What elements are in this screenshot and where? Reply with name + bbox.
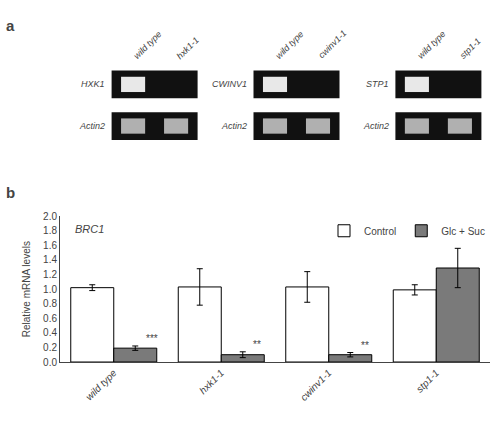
svg-text:1.6: 1.6	[43, 240, 57, 251]
svg-text:Actin2: Actin2	[79, 121, 105, 131]
svg-text:a: a	[6, 17, 15, 34]
svg-text:wild type: wild type	[416, 29, 448, 61]
svg-text:0.0: 0.0	[43, 357, 57, 368]
svg-text:1.4: 1.4	[43, 254, 57, 265]
svg-text:Actin2: Actin2	[221, 121, 247, 131]
svg-text:1.0: 1.0	[43, 284, 57, 295]
svg-text:CWINV1: CWINV1	[212, 79, 247, 89]
svg-text:Glc + Suc: Glc + Suc	[441, 226, 485, 237]
svg-text:1.8: 1.8	[43, 225, 57, 236]
svg-text:BRC1: BRC1	[75, 223, 104, 235]
svg-text:hxk1-1: hxk1-1	[197, 367, 226, 396]
svg-text:STP1: STP1	[366, 79, 389, 89]
svg-text:Control: Control	[364, 226, 396, 237]
svg-text:1.2: 1.2	[43, 269, 57, 280]
svg-text:**: **	[361, 340, 369, 351]
svg-text:wild type: wild type	[83, 367, 119, 403]
svg-text:stp1-1: stp1-1	[414, 367, 441, 394]
svg-text:0.4: 0.4	[43, 327, 57, 338]
svg-text:0.2: 0.2	[43, 342, 57, 353]
svg-text:2.0: 2.0	[43, 211, 57, 222]
svg-text:stp1-1: stp1-1	[458, 36, 483, 61]
svg-text:***: ***	[146, 333, 158, 344]
svg-text:Relative mRNA levels: Relative mRNA levels	[21, 241, 32, 337]
svg-text:cwinv1-1: cwinv1-1	[298, 367, 334, 403]
svg-text:**: **	[253, 339, 261, 350]
svg-text:cwinv1-1: cwinv1-1	[316, 28, 348, 60]
svg-text:Actin2: Actin2	[363, 121, 389, 131]
svg-text:0.6: 0.6	[43, 313, 57, 324]
svg-text:wild type: wild type	[132, 29, 164, 61]
svg-text:HXK1: HXK1	[81, 79, 105, 89]
svg-text:hxk1-1: hxk1-1	[175, 35, 201, 61]
svg-text:b: b	[6, 184, 15, 201]
svg-text:0.8: 0.8	[43, 298, 57, 309]
svg-text:wild type: wild type	[274, 29, 306, 61]
